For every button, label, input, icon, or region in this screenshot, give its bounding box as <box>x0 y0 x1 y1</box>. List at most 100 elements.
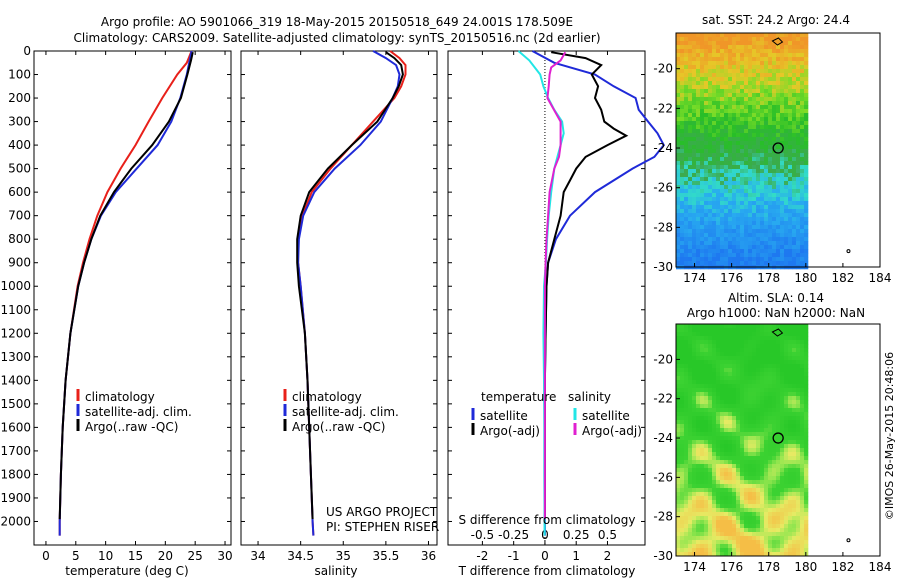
map-cell <box>784 416 789 421</box>
map-cell <box>760 181 765 186</box>
map-cell <box>756 532 761 537</box>
map-cell <box>696 484 701 489</box>
map-cell <box>704 464 709 469</box>
map-cell <box>744 468 749 473</box>
map-cell <box>688 480 693 485</box>
map-cell <box>728 544 733 549</box>
map-cell <box>800 400 805 405</box>
map-cell <box>780 496 785 501</box>
map-cell <box>684 165 689 170</box>
map-cell <box>704 225 709 230</box>
map-cell <box>796 412 801 417</box>
map-cell <box>676 408 681 413</box>
map-cell <box>736 484 741 489</box>
map-cell <box>692 364 697 369</box>
map-cell <box>704 440 709 445</box>
map-cell <box>792 500 797 505</box>
map-cell <box>764 165 769 170</box>
map-cell <box>772 340 777 345</box>
map-cell <box>676 400 681 405</box>
pi-annotation: PI: STEPHEN RISER <box>326 520 439 534</box>
map-cell <box>804 328 809 333</box>
map-cell <box>744 61 749 66</box>
map-cell <box>692 153 697 158</box>
map-cell <box>748 440 753 445</box>
map-cell <box>780 137 785 142</box>
map-cell <box>784 69 789 74</box>
map-cell <box>796 484 801 489</box>
map-cell <box>692 201 697 206</box>
map-cell <box>760 245 765 250</box>
map-cell <box>772 348 777 353</box>
map-cell <box>736 340 741 345</box>
map-cell <box>804 253 809 258</box>
map-cell <box>752 57 757 62</box>
map-cell <box>780 392 785 397</box>
map-cell <box>780 249 785 254</box>
map-cell <box>700 504 705 509</box>
map-cell <box>764 173 769 178</box>
map-cell <box>804 145 809 150</box>
map-cell <box>784 456 789 461</box>
map-cell <box>704 237 709 242</box>
map-cell <box>724 544 729 549</box>
map-cell <box>696 500 701 505</box>
map-cell <box>724 368 729 373</box>
map-cell <box>804 348 809 353</box>
map-cell <box>680 512 685 517</box>
map-cell <box>720 380 725 385</box>
map-cell <box>692 149 697 154</box>
map-cell <box>728 225 733 230</box>
map-cell <box>736 400 741 405</box>
map-y-tick-label: -30 <box>653 260 673 274</box>
map-cell <box>688 169 693 174</box>
map-cell <box>684 181 689 186</box>
map-cell <box>728 189 733 194</box>
map-cell <box>700 448 705 453</box>
map-cell <box>772 364 777 369</box>
map-cell <box>780 436 785 441</box>
map-cell <box>708 37 713 42</box>
map-cell <box>720 221 725 226</box>
map-y-tick-label: -20 <box>653 352 673 366</box>
map-cell <box>740 85 745 90</box>
map-cell <box>724 548 729 553</box>
map-cell <box>716 420 721 425</box>
map-cell <box>796 464 801 469</box>
map-cell <box>776 213 781 218</box>
map-cell <box>776 348 781 353</box>
map-cell <box>692 336 697 341</box>
map-cell <box>688 336 693 341</box>
map-cell <box>784 53 789 58</box>
map-cell <box>712 209 717 214</box>
map-cell <box>748 113 753 118</box>
map-cell <box>780 552 785 557</box>
map-cell <box>764 552 769 557</box>
map-cell <box>752 400 757 405</box>
map-cell <box>772 468 777 473</box>
map-cell <box>732 416 737 421</box>
map-cell <box>744 516 749 521</box>
map-cell <box>676 460 681 465</box>
map-cell <box>704 476 709 481</box>
map-cell <box>788 105 793 110</box>
legend-title: temperature <box>481 390 556 404</box>
map-cell <box>804 532 809 537</box>
map-cell <box>700 129 705 134</box>
map-cell <box>792 233 797 238</box>
map-cell <box>688 249 693 254</box>
map-cell <box>736 73 741 78</box>
map-cell <box>712 376 717 381</box>
map-cell <box>800 197 805 202</box>
map-cell <box>760 125 765 130</box>
map-cell <box>756 536 761 541</box>
map-cell <box>796 532 801 537</box>
map-cell <box>720 217 725 222</box>
map-cell <box>688 532 693 537</box>
map-cell <box>724 416 729 421</box>
map-cell <box>800 85 805 90</box>
map-cell <box>720 129 725 134</box>
map-cell <box>708 384 713 389</box>
map-cell <box>744 173 749 178</box>
map-cell <box>756 93 761 98</box>
